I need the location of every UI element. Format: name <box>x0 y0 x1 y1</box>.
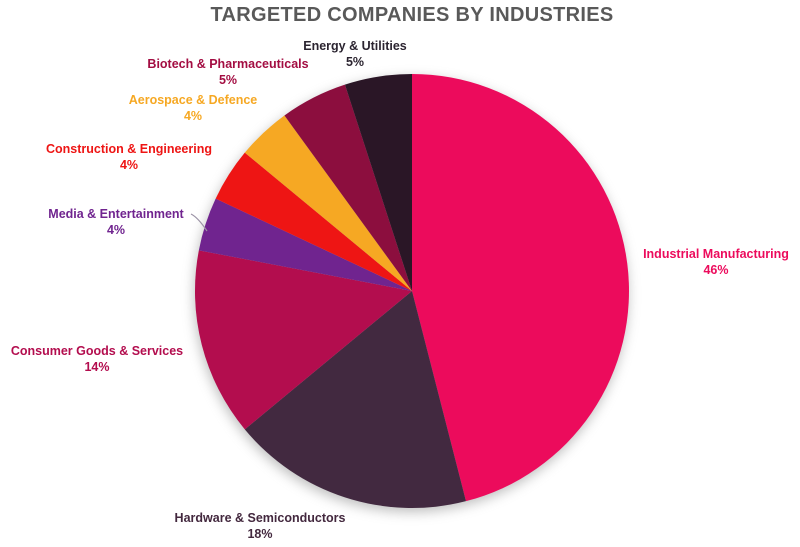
pie-slice-media-entertainment <box>198 198 412 291</box>
pie-slice-consumer-goods-services <box>194 250 412 430</box>
pie-slice-aerospace-defence <box>244 115 412 291</box>
pie-slice-biotech-pharmaceuticals <box>284 84 412 292</box>
pie-slice-industrial-manufacturing <box>412 74 629 502</box>
pie-slice-construction-engineering <box>215 152 412 291</box>
leader-line-media-entertainment <box>190 213 208 232</box>
pie-slices-group <box>194 74 629 508</box>
pie-slice-energy-utilities <box>344 74 412 291</box>
chart-title: TARGETED COMPANIES BY INDUSTRIES <box>210 4 614 26</box>
pie-slice-hardware-semiconductors <box>244 291 466 508</box>
